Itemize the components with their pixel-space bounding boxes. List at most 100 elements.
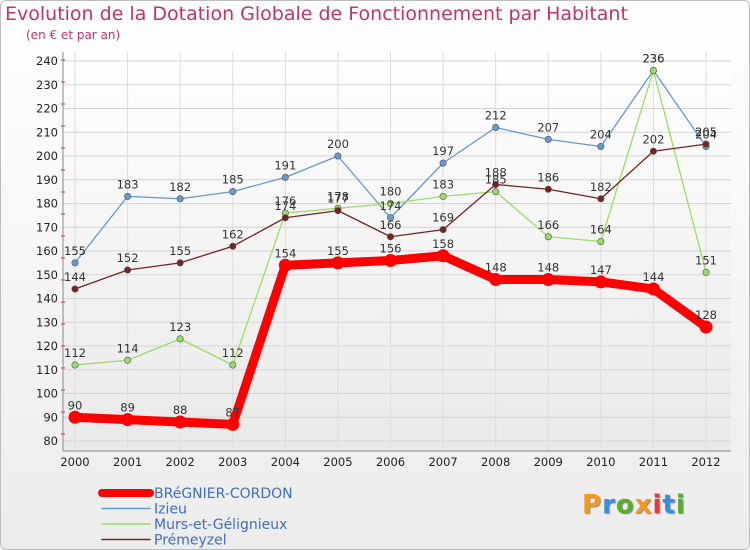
data-label: 183: [117, 177, 139, 191]
x-tick-label: 2008: [481, 455, 510, 469]
y-tick-label: 170: [36, 220, 58, 234]
y-tick-label: 200: [36, 149, 58, 163]
x-tick-label: 2002: [166, 455, 195, 469]
axes: 80 90 100 110 120 130 140 150 160 170 180 190 200 210…: [36, 52, 731, 469]
data-point: [594, 275, 608, 289]
data-point: [439, 226, 447, 234]
y-tick-label: 190: [36, 173, 58, 187]
x-tick-label: 2009: [534, 455, 563, 469]
data-label: 87: [225, 405, 240, 419]
x-tick-label: 2005: [323, 455, 352, 469]
data-point: [226, 417, 240, 431]
legend-label: Murs-et-Gélignieux: [154, 517, 287, 533]
data-label: 112: [64, 346, 86, 360]
data-point: [124, 356, 132, 364]
data-point: [597, 195, 605, 203]
data-label: 112: [222, 346, 244, 360]
data-label: 166: [380, 218, 402, 232]
data-point: [229, 361, 237, 369]
data-label: 89: [120, 401, 135, 415]
data-labels: 90 89 88 87 154 155 156 158 148 148 147 144 128 155 18…: [64, 52, 717, 420]
data-label: 180: [380, 185, 402, 199]
data-label: 88: [173, 403, 188, 417]
data-point: [331, 256, 345, 270]
data-label: 185: [485, 173, 507, 187]
data-point: [176, 335, 184, 343]
data-point: [278, 258, 292, 272]
y-tick-label: 90: [43, 410, 58, 424]
data-label: 156: [380, 242, 402, 256]
y-tick-label: 100: [36, 387, 58, 401]
data-point: [699, 320, 713, 334]
data-label: 114: [117, 341, 139, 355]
y-tick-label: 230: [36, 78, 58, 92]
data-label: 154: [274, 246, 296, 260]
data-label: 197: [432, 144, 454, 158]
data-point: [544, 185, 552, 193]
data-point: [334, 207, 342, 215]
data-point: [386, 214, 394, 222]
y-tick-label: 110: [36, 363, 58, 377]
data-point: [229, 188, 237, 196]
data-point: [176, 259, 184, 267]
data-label: 205: [695, 125, 717, 139]
data-point: [334, 152, 342, 160]
data-label: 123: [169, 320, 191, 334]
series: [68, 67, 713, 431]
data-label: 148: [537, 261, 559, 275]
data-label: 182: [169, 180, 191, 194]
data-label: 151: [695, 253, 717, 267]
data-point: [124, 192, 132, 200]
data-point: [386, 233, 394, 241]
x-tick-label: 2007: [428, 455, 457, 469]
data-point: [281, 173, 289, 181]
x-tick-label: 2010: [586, 455, 615, 469]
chart-subtitle: (en € et par an): [26, 28, 121, 42]
data-label: 158: [432, 237, 454, 251]
y-tick-label: 140: [36, 292, 58, 306]
data-point: [544, 233, 552, 241]
data-point: [121, 413, 135, 427]
data-label: 178: [327, 189, 349, 203]
data-point: [541, 273, 555, 286]
data-point: [281, 214, 289, 222]
data-label: 169: [432, 211, 454, 225]
data-label: 174: [380, 199, 402, 213]
proxiti-logo: Proxiti: [582, 490, 686, 520]
data-point: [386, 200, 394, 208]
y-tick-label: 120: [36, 339, 58, 353]
data-point: [71, 285, 79, 293]
data-label: 191: [274, 158, 296, 172]
y-tick-label: 220: [36, 102, 58, 116]
data-label: 148: [485, 261, 507, 275]
data-point: [176, 195, 184, 203]
y-tick-label: 180: [36, 197, 58, 211]
y-tick-label: 210: [36, 125, 58, 139]
data-label: 236: [642, 52, 664, 66]
data-label: 177: [327, 192, 349, 206]
chart-title: Evolution de la Dotation Globale de Fonc…: [5, 3, 628, 25]
data-label: 155: [169, 244, 191, 258]
y-tick-label: 150: [36, 268, 58, 282]
data-point: [646, 282, 660, 296]
data-label: 183: [432, 177, 454, 191]
data-label: 147: [590, 263, 612, 277]
legend-label: BRéGNIER-CORDON: [154, 486, 293, 502]
data-label: 144: [642, 270, 664, 284]
x-tick-label: 2011: [639, 455, 668, 469]
data-point: [124, 266, 132, 274]
grid: [63, 52, 731, 451]
y-tick-label: 240: [36, 54, 58, 68]
y-tick-label: 80: [43, 434, 58, 448]
data-label: 202: [642, 132, 664, 146]
data-point: [173, 415, 187, 429]
y-tick-label: 130: [36, 315, 58, 329]
legend-label: Prémeyzel: [154, 533, 227, 549]
x-tick-label: 2004: [271, 455, 300, 469]
data-point: [229, 242, 237, 250]
data-label: 164: [590, 223, 612, 237]
data-label: 182: [590, 180, 612, 194]
data-label: 174: [274, 199, 296, 213]
x-tick-label: 2001: [113, 455, 142, 469]
